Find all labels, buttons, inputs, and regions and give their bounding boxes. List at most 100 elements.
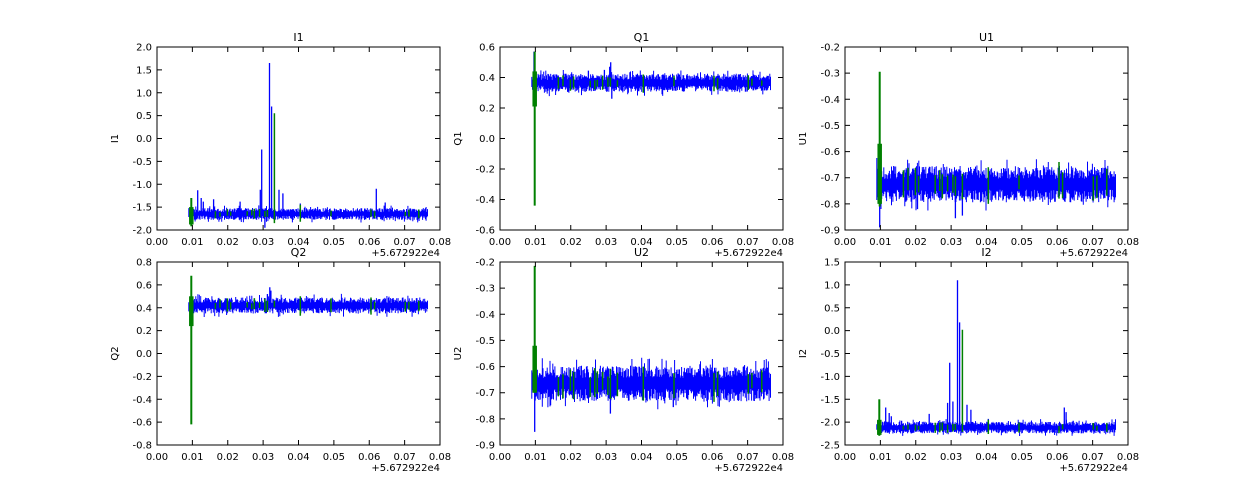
x-tick-label: 0.05 bbox=[323, 237, 345, 248]
axis-ticks bbox=[499, 261, 784, 446]
x-tick-label: 0.04 bbox=[287, 452, 309, 463]
x-tick-label: 0.04 bbox=[287, 237, 309, 248]
y-tick-label: -0.4 bbox=[475, 310, 495, 321]
x-tick-label: 0.08 bbox=[772, 237, 794, 248]
x-tick-label: 0.08 bbox=[1117, 237, 1139, 248]
x-tick-label: 0.01 bbox=[869, 452, 891, 463]
y-tick-label: 0.2 bbox=[479, 104, 495, 115]
plot-area-q1: 0.00 0.01 0.02 0.03 0.04 0.05 0.06 0.07 0.08 0.6 0… bbox=[475, 43, 794, 249]
subplot-u1: U1 U1 0.00 0.01 0.02 0.03 0.04 0.05 0.06 0.07 0.… bbox=[785, 22, 1148, 270]
x-tick-label: 0.03 bbox=[595, 237, 617, 248]
x-tick-label: 0.06 bbox=[1046, 237, 1068, 248]
x-tick-label: 0.02 bbox=[905, 237, 927, 248]
y-tick-label: -0.5 bbox=[475, 336, 495, 347]
y-tick-label: -0.4 bbox=[475, 195, 495, 206]
y-tick-label: -1.0 bbox=[820, 372, 840, 383]
y-tick-label: -0.3 bbox=[475, 284, 495, 295]
x-tick-label: 0.00 bbox=[146, 237, 168, 248]
subplot-q2: Q2 Q2 0.00 0.01 0.02 0.03 0.04 0.05 0.06 0.07 0.… bbox=[97, 237, 460, 485]
x-tick-label: 0.07 bbox=[1081, 237, 1103, 248]
y-tick-label: 0.4 bbox=[136, 303, 152, 314]
x-axis-offset-text: +5.672922e4 bbox=[1059, 248, 1128, 259]
x-tick-label: 0.06 bbox=[701, 237, 723, 248]
x-tick-label: 0.02 bbox=[217, 237, 239, 248]
y-tick-label: -2.0 bbox=[820, 418, 840, 429]
y-tick-label: -0.2 bbox=[820, 43, 840, 54]
flagged-samples bbox=[902, 329, 1108, 434]
subplot-q1: Q1 Q1 0.00 0.01 0.02 0.03 0.04 0.05 0.06 0.07 0.… bbox=[440, 22, 803, 270]
subplot-title: U2 bbox=[633, 246, 650, 259]
y-tick-label: -0.8 bbox=[475, 414, 495, 425]
x-tick-label: 0.06 bbox=[1046, 452, 1068, 463]
flagged-samples bbox=[214, 113, 420, 224]
x-tick-label: 0.05 bbox=[323, 452, 345, 463]
y-tick-label: 1.5 bbox=[136, 65, 152, 76]
subplot-title: I1 bbox=[293, 31, 304, 44]
subplot-title: Q2 bbox=[290, 246, 307, 259]
plot-area-q2: 0.00 0.01 0.02 0.03 0.04 0.05 0.06 0.07 0.08 0.8 0… bbox=[132, 258, 451, 464]
x-axis-offset-text: +5.672922e4 bbox=[371, 463, 440, 474]
y-tick-label: 0.0 bbox=[479, 134, 495, 145]
y-tick-label: -2.0 bbox=[132, 226, 152, 237]
x-tick-label: 0.07 bbox=[393, 452, 415, 463]
y-tick-label: 1.0 bbox=[136, 88, 152, 99]
signal-noise-band bbox=[876, 419, 1116, 436]
x-axis-offset-text: +5.672922e4 bbox=[714, 463, 783, 474]
y-tick-label: -0.4 bbox=[820, 95, 840, 106]
y-tick-label: -0.4 bbox=[132, 395, 152, 406]
signal-noise-band bbox=[531, 70, 771, 97]
y-tick-label: -0.2 bbox=[475, 258, 495, 269]
x-tick-label: 0.03 bbox=[940, 452, 962, 463]
x-tick-label: 0.02 bbox=[905, 452, 927, 463]
x-tick-label: 0.05 bbox=[666, 237, 688, 248]
x-tick-label: 0.05 bbox=[1011, 237, 1033, 248]
y-tick-label: 1.0 bbox=[824, 280, 840, 291]
y-tick-label: -1.5 bbox=[820, 395, 840, 406]
axis-ticks bbox=[156, 261, 441, 446]
signal-noise-band bbox=[188, 293, 428, 317]
x-tick-label: 0.02 bbox=[560, 452, 582, 463]
y-tick-label: 0.2 bbox=[136, 326, 152, 337]
y-tick-label: -0.6 bbox=[132, 418, 152, 429]
x-tick-label: 0.05 bbox=[1011, 452, 1033, 463]
axes-frame bbox=[156, 261, 441, 446]
y-tick-label: -0.8 bbox=[132, 441, 152, 452]
plot-area-u1: 0.00 0.01 0.02 0.03 0.04 0.05 0.06 0.07 0.08 -0.2… bbox=[820, 43, 1139, 249]
x-tick-label: 0.04 bbox=[630, 452, 652, 463]
axes-frame bbox=[499, 261, 784, 446]
y-tick-label: 0.4 bbox=[479, 73, 495, 84]
axis-ticks bbox=[156, 46, 441, 231]
y-tick-label: 0.0 bbox=[824, 326, 840, 337]
plot-area-i2: 0.00 0.01 0.02 0.03 0.04 0.05 0.06 0.07 0.08 1.5 1… bbox=[820, 258, 1139, 464]
y-tick-label: 0.6 bbox=[479, 43, 495, 54]
x-tick-label: 0.01 bbox=[524, 452, 546, 463]
plot-area-i1: 0.00 0.01 0.02 0.03 0.04 0.05 0.06 0.07 0.08 2.0 1… bbox=[132, 43, 451, 249]
x-tick-label: 0.00 bbox=[489, 237, 511, 248]
x-tick-label: 0.03 bbox=[252, 237, 274, 248]
x-tick-label: 0.08 bbox=[429, 237, 451, 248]
x-tick-label: 0.07 bbox=[736, 452, 758, 463]
y-tick-label: -0.5 bbox=[820, 349, 840, 360]
x-tick-label: 0.04 bbox=[975, 452, 997, 463]
y-tick-label: -2.5 bbox=[820, 441, 840, 452]
axis-ticks bbox=[499, 46, 784, 231]
x-tick-label: 0.00 bbox=[834, 452, 856, 463]
flagged-samples bbox=[214, 296, 420, 316]
y-tick-label: 1.5 bbox=[824, 258, 840, 269]
x-tick-label: 0.07 bbox=[393, 237, 415, 248]
y-tick-label: 2.0 bbox=[136, 43, 152, 54]
plot-area-u2: 0.00 0.01 0.02 0.03 0.04 0.05 0.06 0.07 0.08 -0.2… bbox=[475, 258, 794, 464]
x-axis-offset-text: +5.672922e4 bbox=[714, 248, 783, 259]
x-tick-label: 0.05 bbox=[666, 452, 688, 463]
x-tick-label: 0.01 bbox=[181, 452, 203, 463]
subplot-title: U1 bbox=[978, 31, 995, 44]
x-tick-label: 0.00 bbox=[489, 452, 511, 463]
x-tick-label: 0.04 bbox=[630, 237, 652, 248]
x-tick-label: 0.00 bbox=[146, 452, 168, 463]
y-tick-label: 0.0 bbox=[136, 134, 152, 145]
y-tick-label: -0.2 bbox=[475, 165, 495, 176]
x-tick-label: 0.01 bbox=[869, 237, 891, 248]
x-tick-label: 0.01 bbox=[524, 237, 546, 248]
y-tick-label: -0.7 bbox=[475, 388, 495, 399]
x-tick-label: 0.08 bbox=[429, 452, 451, 463]
